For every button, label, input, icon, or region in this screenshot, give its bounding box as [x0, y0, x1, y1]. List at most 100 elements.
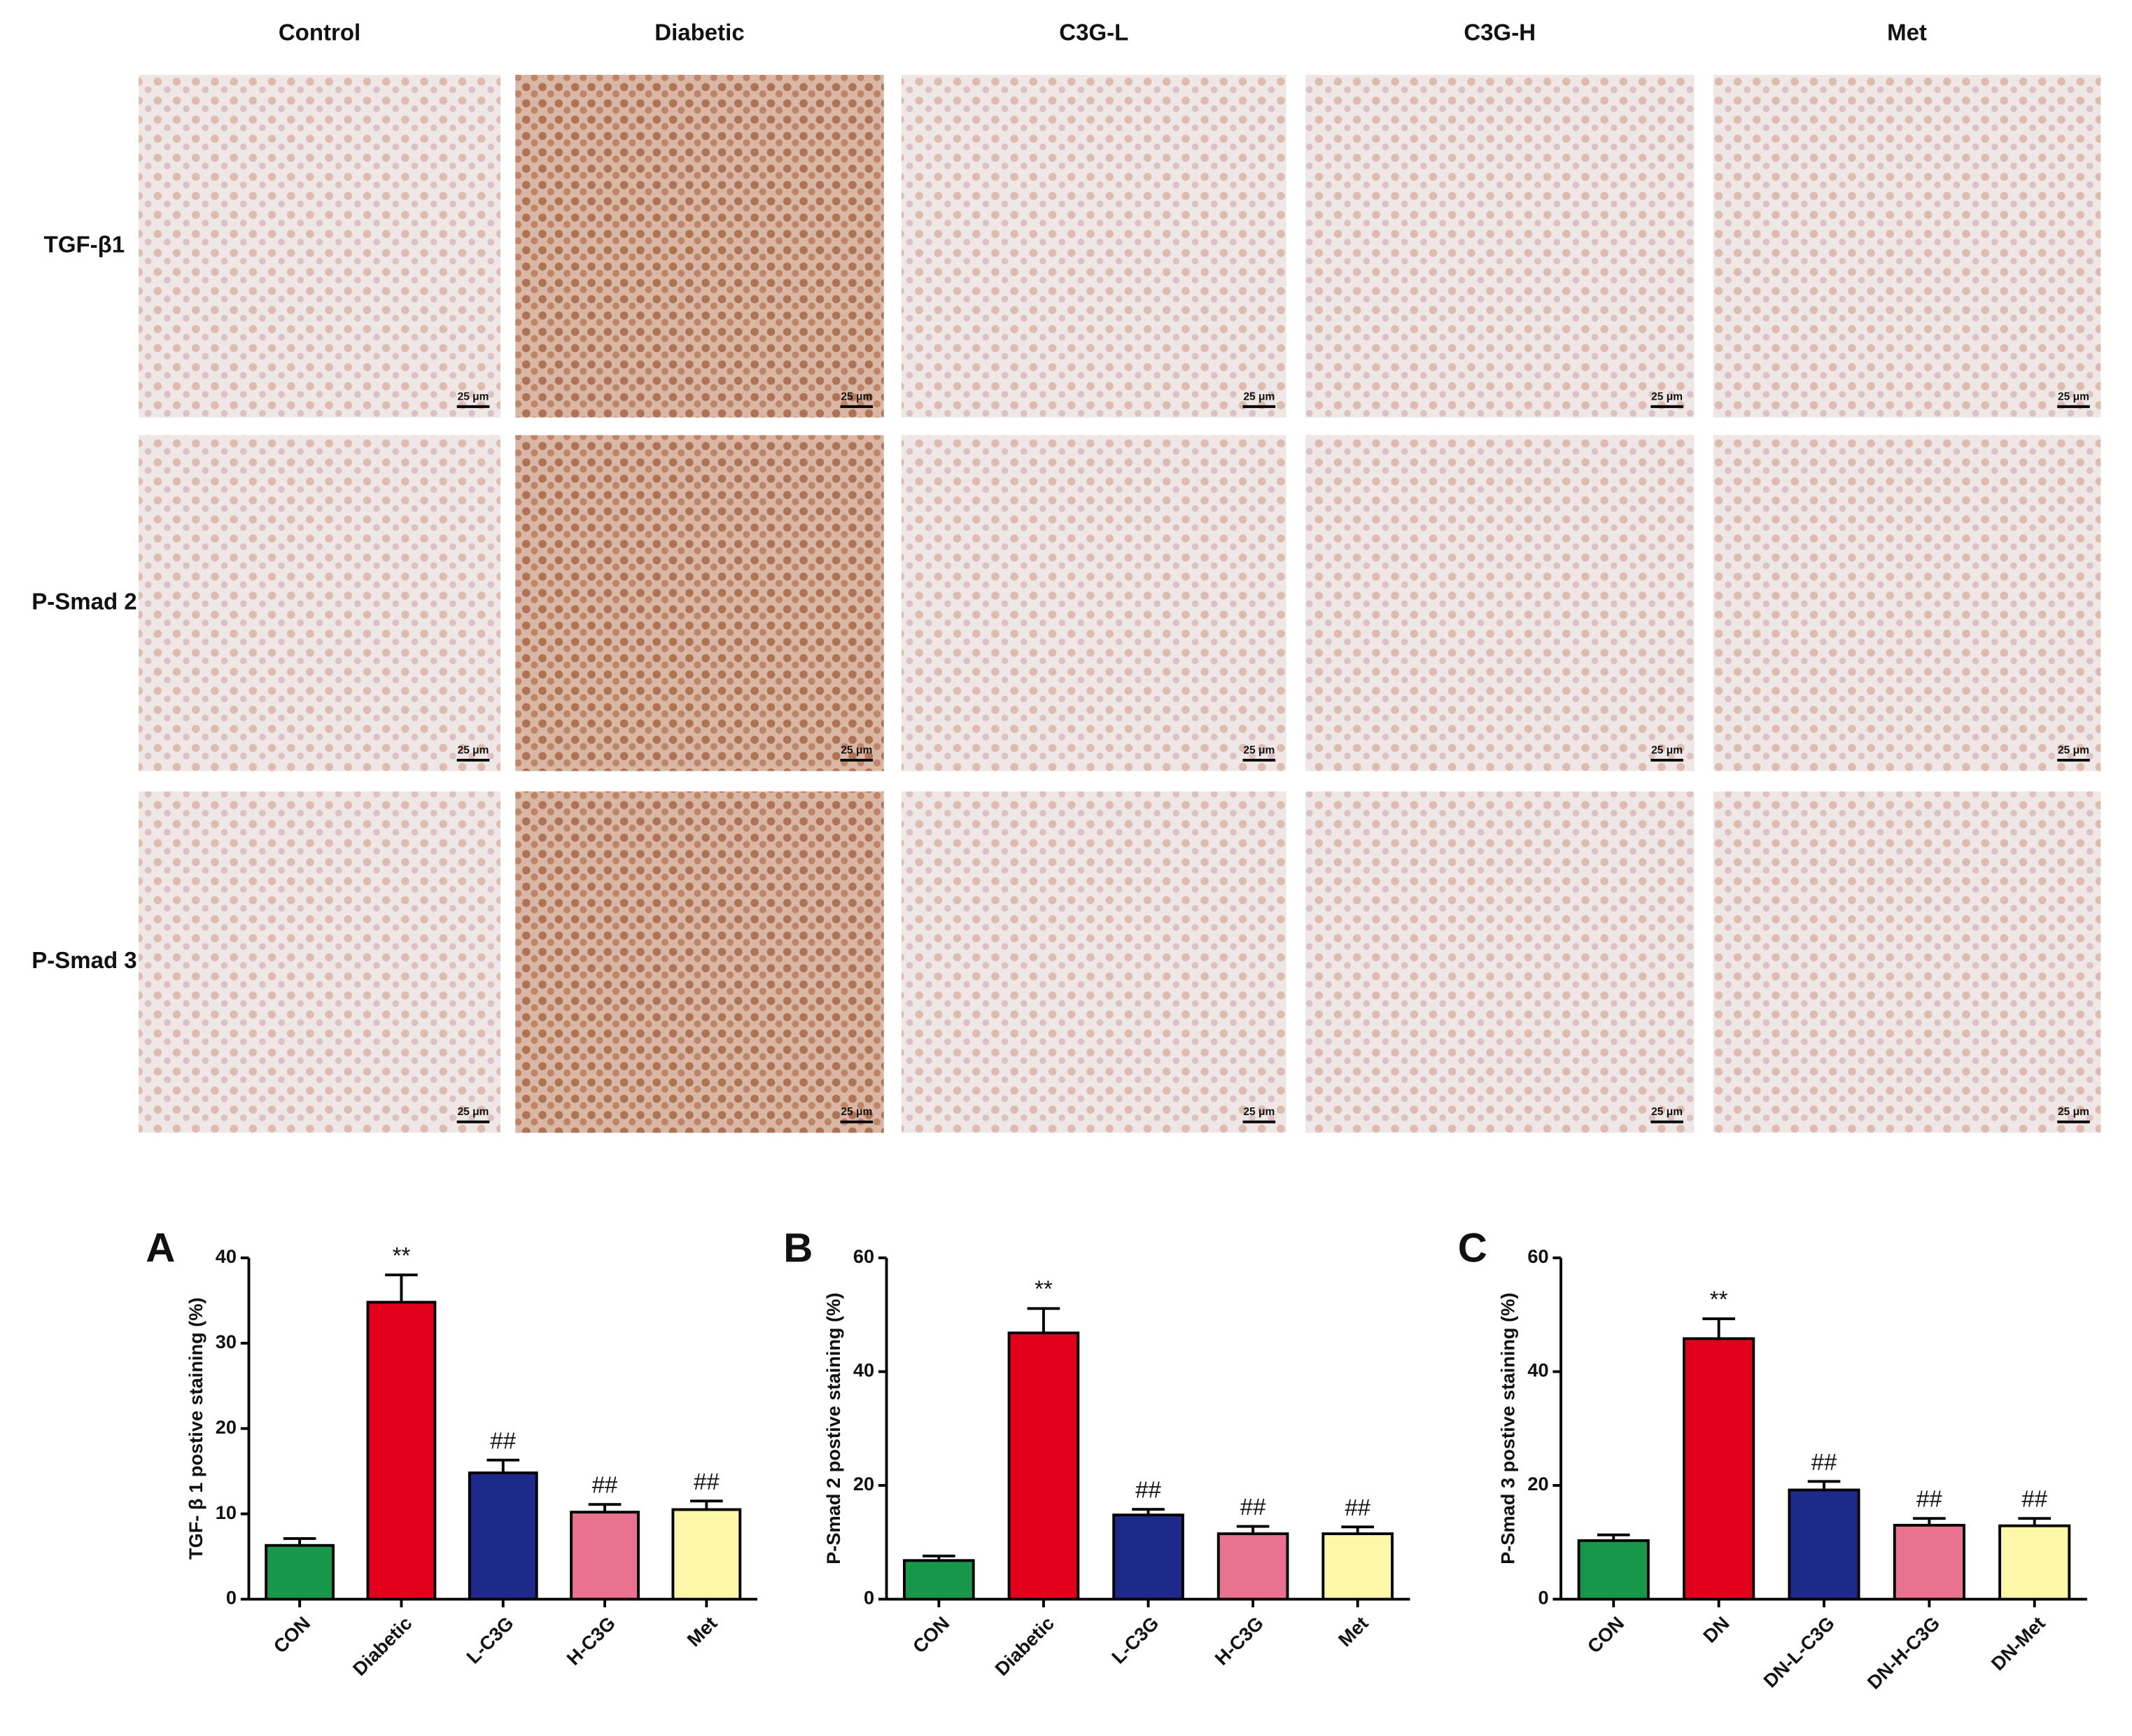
- scale-bar-label: 25 μm: [2058, 1106, 2089, 1118]
- bar: [1577, 1539, 1650, 1601]
- bar: [265, 1544, 335, 1601]
- significance-mark: ##: [592, 1472, 618, 1498]
- row-label: P-Smad 2: [31, 588, 136, 614]
- row-label: TGF-β1: [44, 231, 125, 257]
- y-tick-label: 20: [216, 1416, 237, 1438]
- scale-bar-label: 25 μm: [2058, 391, 2089, 402]
- y-tick-label: 20: [1527, 1473, 1548, 1494]
- bar: [570, 1511, 640, 1601]
- significance-mark: ##: [1916, 1486, 1942, 1512]
- x-tick-label: H-C3G: [1210, 1612, 1268, 1670]
- micrograph-texture: [139, 435, 500, 771]
- column-label: Control: [279, 19, 360, 45]
- bar: [1998, 1524, 2071, 1601]
- micrograph-texture: [1305, 791, 1695, 1133]
- significance-mark: **: [1710, 1286, 1728, 1312]
- micrograph-texture: [1305, 74, 1695, 418]
- micrograph-texture: [515, 435, 884, 771]
- y-tick-label: 40: [1527, 1359, 1548, 1381]
- significance-mark: ##: [1135, 1477, 1161, 1503]
- micrograph-texture: [515, 791, 884, 1133]
- y-tick-label: 60: [1527, 1245, 1548, 1267]
- x-tick-label: L-C3G: [462, 1612, 518, 1668]
- micrograph-texture: [139, 74, 500, 418]
- significance-mark: **: [1035, 1276, 1053, 1302]
- column-label: C3G-H: [1464, 19, 1536, 45]
- y-tick-label: 10: [216, 1502, 237, 1523]
- x-tick-label: Diabetic: [349, 1612, 416, 1680]
- micrograph-texture: [1713, 791, 2101, 1133]
- y-tick-label: 30: [216, 1331, 237, 1352]
- significance-mark: ##: [1811, 1449, 1837, 1475]
- scale-bar-label: 25 μm: [1243, 744, 1275, 756]
- bar: [1683, 1337, 1755, 1601]
- micrograph-texture: [515, 74, 884, 418]
- micrograph-texture: [1713, 435, 2101, 771]
- y-tick-label: 60: [853, 1245, 874, 1267]
- micrograph-texture: [139, 791, 500, 1133]
- y-tick-label: 0: [226, 1587, 237, 1609]
- x-tick-label: CON: [909, 1612, 954, 1658]
- y-tick-label: 40: [216, 1245, 237, 1267]
- significance-mark: ##: [1345, 1494, 1370, 1520]
- scale-bar-label: 25 μm: [1243, 391, 1275, 402]
- scale-bar-label: 25 μm: [458, 744, 489, 756]
- scale-bar-label: 25 μm: [841, 391, 872, 402]
- panel-letter: C: [1458, 1226, 1487, 1271]
- x-tick-label: Met: [1334, 1612, 1373, 1651]
- column-label: Met: [1887, 19, 1927, 45]
- bar: [1893, 1523, 1965, 1601]
- bar: [1112, 1513, 1184, 1601]
- x-tick-label: DN-Met: [1986, 1612, 2049, 1674]
- y-axis-label: P-Smad 3 postive staining (%): [1496, 1293, 1518, 1564]
- scale-bar-label: 25 μm: [1651, 744, 1683, 756]
- scale-bar-label: 25 μm: [1243, 1106, 1275, 1118]
- row-label: P-Smad 3: [31, 947, 136, 973]
- x-tick-label: H-C3G: [562, 1612, 619, 1670]
- y-axis-label: P-Smad 2 postive staining (%): [822, 1293, 844, 1564]
- significance-mark: ##: [1240, 1494, 1266, 1520]
- bar: [1788, 1488, 1860, 1601]
- x-tick-label: Met: [682, 1612, 721, 1651]
- x-tick-label: DN-L-C3G: [1759, 1612, 1839, 1692]
- y-tick-label: 0: [1538, 1587, 1548, 1609]
- x-tick-label: L-C3G: [1107, 1612, 1163, 1668]
- bar: [1007, 1331, 1080, 1601]
- scale-bar-label: 25 μm: [841, 744, 872, 756]
- y-tick-label: 40: [853, 1359, 874, 1381]
- scale-bar-label: 25 μm: [841, 1106, 872, 1118]
- scale-bar-label: 25 μm: [2058, 744, 2089, 756]
- x-tick-label: DN-H-C3G: [1863, 1612, 1944, 1693]
- column-label: C3G-L: [1059, 19, 1128, 45]
- micrograph-texture: [1305, 435, 1695, 771]
- x-tick-label: CON: [1583, 1612, 1629, 1658]
- micrograph-texture: [901, 791, 1286, 1133]
- y-axis-label: TGF- β 1 postive staining (%): [185, 1297, 206, 1560]
- scale-bar-label: 25 μm: [1651, 1106, 1683, 1118]
- bar: [1216, 1532, 1289, 1601]
- x-tick-label: CON: [269, 1612, 314, 1658]
- y-tick-label: 20: [853, 1473, 874, 1494]
- significance-mark: ##: [694, 1469, 720, 1494]
- micrograph-texture: [1713, 74, 2101, 418]
- scale-bar-label: 25 μm: [458, 391, 489, 402]
- x-tick-label: Diabetic: [990, 1612, 1058, 1680]
- column-label: Diabetic: [654, 19, 744, 45]
- significance-mark: **: [393, 1242, 411, 1268]
- bar: [366, 1301, 437, 1601]
- significance-mark: ##: [2021, 1486, 2047, 1512]
- micrograph-texture: [901, 435, 1286, 771]
- panel-letter: B: [783, 1226, 813, 1271]
- bar: [903, 1559, 975, 1601]
- significance-mark: ##: [490, 1427, 516, 1453]
- bar: [1321, 1532, 1394, 1601]
- y-tick-label: 0: [864, 1587, 874, 1609]
- scale-bar-label: 25 μm: [458, 1106, 489, 1118]
- bar: [671, 1508, 742, 1601]
- x-tick-label: DN: [1699, 1612, 1734, 1647]
- bar: [468, 1471, 538, 1601]
- panel-letter: A: [146, 1226, 175, 1271]
- micrograph-texture: [901, 74, 1286, 418]
